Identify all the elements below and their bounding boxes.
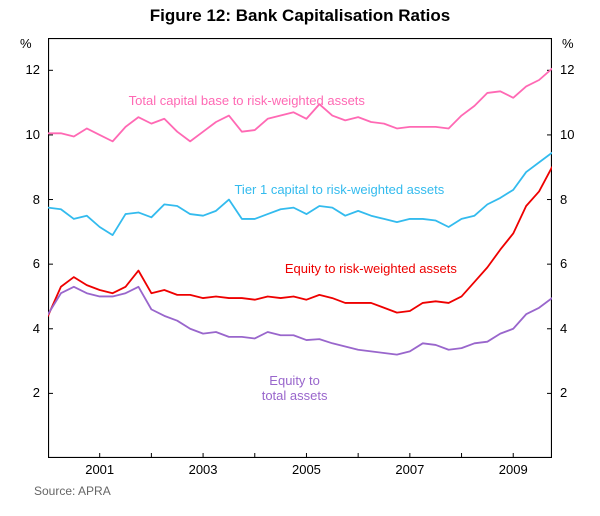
x-tick-label: 2007 xyxy=(385,462,435,477)
y-tick-label-left: 2 xyxy=(18,385,40,400)
y-tick-label-right: 12 xyxy=(560,62,574,77)
x-tick-label: 2009 xyxy=(488,462,538,477)
y-tick-label-left: 8 xyxy=(18,192,40,207)
y-tick-label-right: 2 xyxy=(560,385,567,400)
x-tick-label: 2003 xyxy=(178,462,228,477)
series-label-equity_total: Equity tototal assets xyxy=(250,374,340,404)
y-tick-label-right: 6 xyxy=(560,256,567,271)
y-tick-label-left: 6 xyxy=(18,256,40,271)
series-label-tier1: Tier 1 capital to risk-weighted assets xyxy=(234,182,444,197)
y-tick-label-right: 8 xyxy=(560,192,567,207)
y-axis-unit-right: % xyxy=(562,36,574,51)
y-tick-label-left: 4 xyxy=(18,321,40,336)
figure-container: Figure 12: Bank Capitalisation Ratios % … xyxy=(0,0,600,516)
series-label-equity_rwa: Equity to risk-weighted assets xyxy=(285,261,457,276)
y-tick-label-right: 10 xyxy=(560,127,574,142)
x-tick-label: 2005 xyxy=(281,462,331,477)
y-axis-unit-left: % xyxy=(20,36,32,51)
figure-title: Figure 12: Bank Capitalisation Ratios xyxy=(0,6,600,26)
series-label-total_capital: Total capital base to risk-weighted asse… xyxy=(129,93,365,108)
y-tick-label-right: 4 xyxy=(560,321,567,336)
x-tick-label: 2001 xyxy=(75,462,125,477)
y-tick-label-left: 12 xyxy=(18,62,40,77)
y-tick-label-left: 10 xyxy=(18,127,40,142)
series-equity_total xyxy=(48,287,552,355)
source-text: Source: APRA xyxy=(34,484,111,498)
